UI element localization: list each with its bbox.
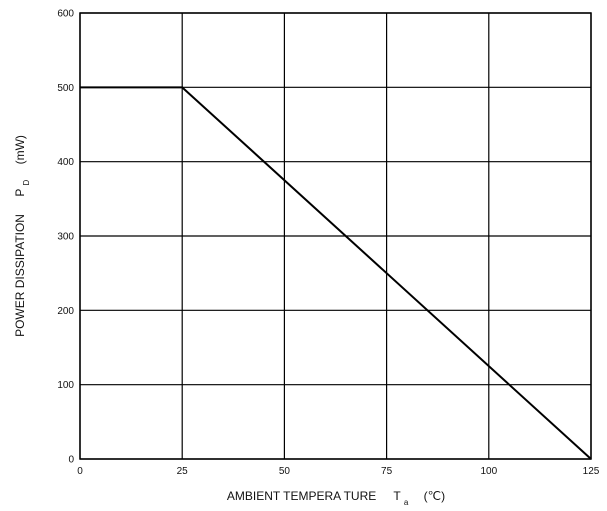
y-tick-labels: 0 100 200 300 400 500 600 bbox=[57, 9, 74, 466]
y-tick-label: 500 bbox=[57, 83, 74, 94]
grid-lines bbox=[79, 12, 592, 460]
y-tick-label: 200 bbox=[57, 306, 74, 317]
y-axis-title: POWER DISSIPATION P D (mW) bbox=[13, 135, 32, 337]
x-tick-label: 100 bbox=[480, 466, 497, 477]
y-tick-label: 100 bbox=[57, 380, 74, 391]
y-axis-symbol: P bbox=[13, 189, 27, 197]
x-tick-labels: 0 25 50 75 100 125 bbox=[77, 466, 600, 477]
x-tick-label: 0 bbox=[77, 466, 83, 477]
x-axis-unit: (℃) bbox=[424, 489, 445, 503]
y-axis-title-main: POWER DISSIPATION bbox=[13, 214, 27, 337]
x-axis-subscript: a bbox=[404, 498, 409, 507]
x-axis-title: AMBIENT TEMPERA TURE T a (℃) bbox=[227, 489, 445, 508]
x-tick-label: 125 bbox=[583, 466, 600, 477]
y-tick-label: 400 bbox=[57, 157, 74, 168]
y-axis-unit: (mW) bbox=[13, 135, 27, 164]
x-tick-label: 50 bbox=[279, 466, 291, 477]
x-tick-label: 75 bbox=[381, 466, 393, 477]
x-axis-title-main: AMBIENT TEMPERA TURE bbox=[227, 489, 376, 503]
plot-frame bbox=[79, 12, 592, 460]
x-tick-label: 25 bbox=[177, 466, 189, 477]
y-tick-label: 600 bbox=[57, 9, 74, 20]
y-tick-label: 0 bbox=[68, 455, 74, 466]
y-tick-label: 300 bbox=[57, 232, 74, 243]
power-dissipation-line bbox=[80, 86, 592, 460]
x-axis-symbol: T bbox=[393, 489, 401, 503]
y-axis-subscript: D bbox=[22, 180, 31, 186]
